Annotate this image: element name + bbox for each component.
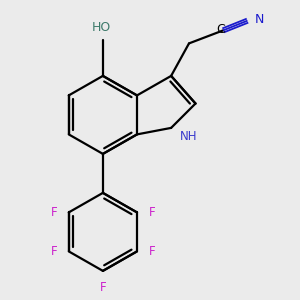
Text: NH: NH: [180, 130, 198, 143]
Text: F: F: [51, 245, 57, 258]
Text: HO: HO: [92, 21, 111, 34]
Text: N: N: [255, 13, 264, 26]
Text: C: C: [216, 23, 225, 36]
Text: F: F: [100, 281, 106, 294]
Text: F: F: [51, 206, 57, 219]
Text: F: F: [148, 245, 155, 258]
Text: F: F: [148, 206, 155, 219]
